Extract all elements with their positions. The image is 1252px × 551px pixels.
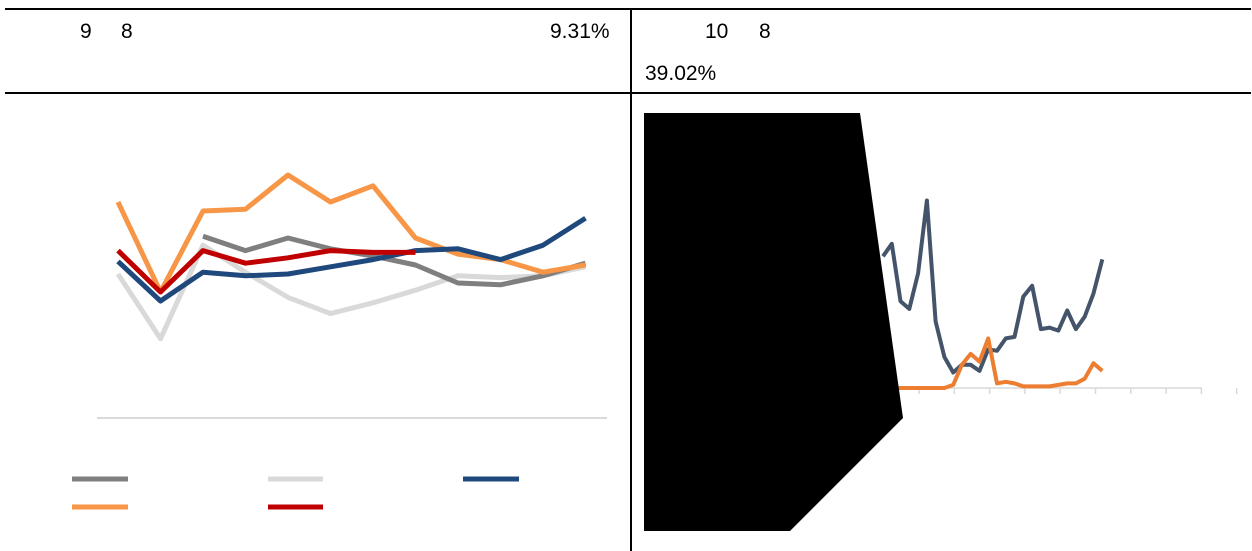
series-line-red xyxy=(116,248,416,295)
series-line-gray xyxy=(202,233,587,288)
redaction-shape xyxy=(644,113,903,531)
header-divider xyxy=(5,92,1251,94)
series-line-orange xyxy=(115,172,586,295)
series-line-blue xyxy=(116,216,587,304)
column-divider xyxy=(630,8,632,551)
right-percent: 39.02% xyxy=(645,62,717,85)
left-series-group xyxy=(115,172,587,342)
left-percent: 9.31% xyxy=(550,20,610,43)
series-line-orange xyxy=(883,336,1104,390)
left-figure-subtitle: 8 xyxy=(121,20,133,43)
left-legend xyxy=(72,476,519,510)
right-series-group xyxy=(881,198,1105,390)
right-figure-number: 10 xyxy=(705,20,729,43)
right-figure-subtitle: 8 xyxy=(759,20,771,43)
left-figure-number: 9 xyxy=(80,20,92,43)
series-line-slate xyxy=(881,198,1105,375)
top-border xyxy=(5,8,1251,10)
right-x-ticks xyxy=(918,388,1238,394)
